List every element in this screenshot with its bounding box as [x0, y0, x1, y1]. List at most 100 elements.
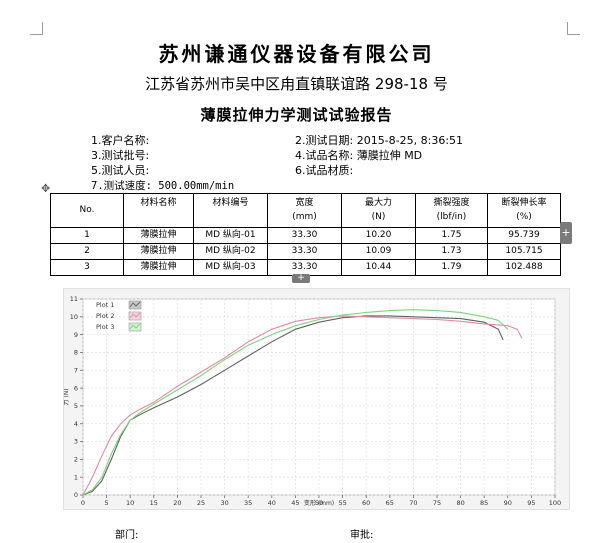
- header-unit: (%): [516, 212, 532, 222]
- header-label: 撕裂强度: [433, 198, 470, 208]
- legend-entry-label: Plot 1: [96, 301, 114, 309]
- table-cell[interactable]: 33.30: [267, 227, 342, 244]
- table-header-row: No. 材料名称 材料编号 宽度 (mm) 最大力 (N) 撕裂强度 (lbf/in)…: [50, 193, 561, 228]
- table-cell[interactable]: 薄膜拉伸: [123, 243, 194, 260]
- table-cell[interactable]: 1.73: [415, 243, 488, 260]
- header-width: 宽度 (mm): [267, 193, 342, 228]
- header-label: 材料名称: [140, 198, 177, 208]
- info-speed: 7.测试速度: 500.00mm/min: [91, 180, 235, 192]
- header-unit: (mm): [292, 212, 317, 222]
- add-column-button[interactable]: +: [560, 222, 572, 244]
- info-batch: 3.测试批号:: [91, 149, 150, 162]
- table-cell[interactable]: 102.488: [487, 259, 561, 276]
- table-cell[interactable]: 3: [50, 259, 124, 276]
- y-tick-label: 4: [74, 420, 78, 428]
- results-table: No. 材料名称 材料编号 宽度 (mm) 最大力 (N) 撕裂强度 (lbf/in)…: [50, 193, 561, 276]
- x-tick-label: 100: [549, 499, 561, 507]
- table-cell[interactable]: MD 纵向-02: [193, 243, 268, 260]
- y-tick-label: 6: [74, 384, 78, 392]
- table-cell[interactable]: 1.79: [415, 259, 488, 276]
- x-tick-label: 40: [268, 499, 276, 507]
- chart-legend: Plot 1 Plot 2 Plot 3: [96, 300, 142, 332]
- table-cell[interactable]: 2: [50, 243, 124, 260]
- x-tick-label: 80: [456, 499, 464, 507]
- header-elongation: 断裂伸长率 (%): [487, 193, 561, 228]
- x-tick-label: 10: [126, 499, 134, 507]
- table-cell[interactable]: 10.44: [341, 259, 416, 276]
- table-row: 1 薄膜拉伸 MD 纵向-01 33.30 10.20 1.75 95.739: [50, 227, 561, 244]
- table-row: 2 薄膜拉伸 MD 纵向-02 33.30 10.09 1.73 105.715: [50, 243, 561, 260]
- y-tick-label: 10: [70, 313, 78, 321]
- legend-entry-label: Plot 3: [96, 323, 114, 331]
- x-tick-label: 50: [315, 499, 323, 507]
- x-tick-label: 65: [386, 499, 394, 507]
- header-label: No.: [79, 205, 95, 215]
- x-tick-label: 75: [433, 499, 441, 507]
- series-line-1: [82, 315, 504, 496]
- tensile-chart: 0 5 10 15 20 25 30 35 40 45 50 55 60 65 70 75 80 85 90 95 10…: [63, 288, 570, 510]
- x-axis-label: 变形 (mm): [304, 499, 334, 507]
- info-sample-name: 4.试品名称: 薄膜拉伸 MD: [295, 149, 423, 162]
- header-tear-strength: 撕裂强度 (lbf/in): [415, 193, 488, 228]
- header-label: 宽度: [295, 198, 314, 208]
- x-tick-label: 45: [291, 499, 299, 507]
- series-line-2: [82, 315, 523, 496]
- header-unit: (N): [371, 212, 386, 222]
- report-title: 薄膜拉伸力学测试试验报告: [200, 106, 393, 124]
- table-cell[interactable]: 1.75: [415, 227, 488, 244]
- table-cell[interactable]: 95.739: [487, 227, 561, 244]
- tensile-chart-svg: 0 5 10 15 20 25 30 35 40 45 50 55 60 65 70 75 80 85 90 95 10…: [64, 295, 561, 507]
- table-cell[interactable]: MD 纵向-01: [193, 227, 268, 244]
- x-tick-label: 30: [220, 499, 228, 507]
- y-tick-label: 8: [74, 349, 78, 357]
- table-row: 3 薄膜拉伸 MD 纵向-03 33.30 10.44 1.79 102.488: [50, 259, 561, 276]
- y-tick-label: 7: [74, 366, 78, 374]
- legend-swatch-line: [129, 312, 141, 319]
- legend-swatch-line: [129, 301, 141, 308]
- legend-swatch-line: [129, 323, 141, 330]
- y-tick-label: 2: [74, 456, 78, 464]
- x-tick-label: 15: [150, 499, 158, 507]
- x-tick-label: 35: [244, 499, 252, 507]
- y-tick-label: 1: [74, 473, 78, 481]
- company-name: 苏州谦通仪器设备有限公司: [158, 42, 435, 66]
- x-tick-label: 20: [173, 499, 181, 507]
- header-unit: (lbf/in): [436, 212, 467, 222]
- header-label: 最大力: [364, 198, 392, 208]
- y-tick-label: 3: [74, 438, 78, 446]
- x-tick-label: 0: [81, 499, 85, 507]
- company-address: 江苏省苏州市吴中区甪直镇联谊路 298-18 号: [145, 75, 448, 93]
- header-material-name: 材料名称: [123, 193, 194, 228]
- info-date: 2.测试日期: 2015-8-25, 8:36:51: [295, 134, 464, 147]
- table-cell[interactable]: 10.20: [341, 227, 416, 244]
- header-label: 材料编号: [212, 198, 249, 208]
- add-row-button[interactable]: +: [292, 274, 310, 283]
- x-tick-label: 5: [105, 499, 109, 507]
- y-tick-label: 0: [74, 491, 78, 499]
- y-tick-label: 11: [70, 295, 78, 303]
- header-no: No.: [50, 193, 124, 228]
- x-tick-label: 25: [197, 499, 205, 507]
- table-move-handle-icon[interactable]: ✥: [41, 182, 51, 195]
- y-tick-label: 9: [74, 331, 78, 339]
- legend-entry-label: Plot 2: [96, 312, 114, 320]
- x-tick-label: 60: [362, 499, 370, 507]
- series-line-3: [82, 309, 509, 496]
- signature-department: 部门:: [115, 530, 139, 541]
- table-cell[interactable]: 薄膜拉伸: [123, 227, 194, 244]
- table-cell[interactable]: 33.30: [267, 243, 342, 260]
- table-cell[interactable]: 10.09: [341, 243, 416, 260]
- crop-mark-top-right: [567, 22, 580, 35]
- table-cell[interactable]: 1: [50, 227, 124, 244]
- x-tick-label: 95: [527, 499, 535, 507]
- info-material: 6.试品材质:: [295, 164, 354, 177]
- y-axis-label: 力 (N): [64, 388, 70, 405]
- x-tick-label: 55: [338, 499, 346, 507]
- info-customer: 1.客户名称:: [91, 134, 150, 147]
- table-cell[interactable]: 薄膜拉伸: [123, 259, 194, 276]
- info-tester: 5.测试人员:: [91, 164, 150, 177]
- signature-review: 审批:: [350, 530, 374, 541]
- table-cell[interactable]: MD 纵向-03: [193, 259, 268, 276]
- y-tick-label: 5: [74, 402, 78, 410]
- table-cell[interactable]: 105.715: [487, 243, 561, 260]
